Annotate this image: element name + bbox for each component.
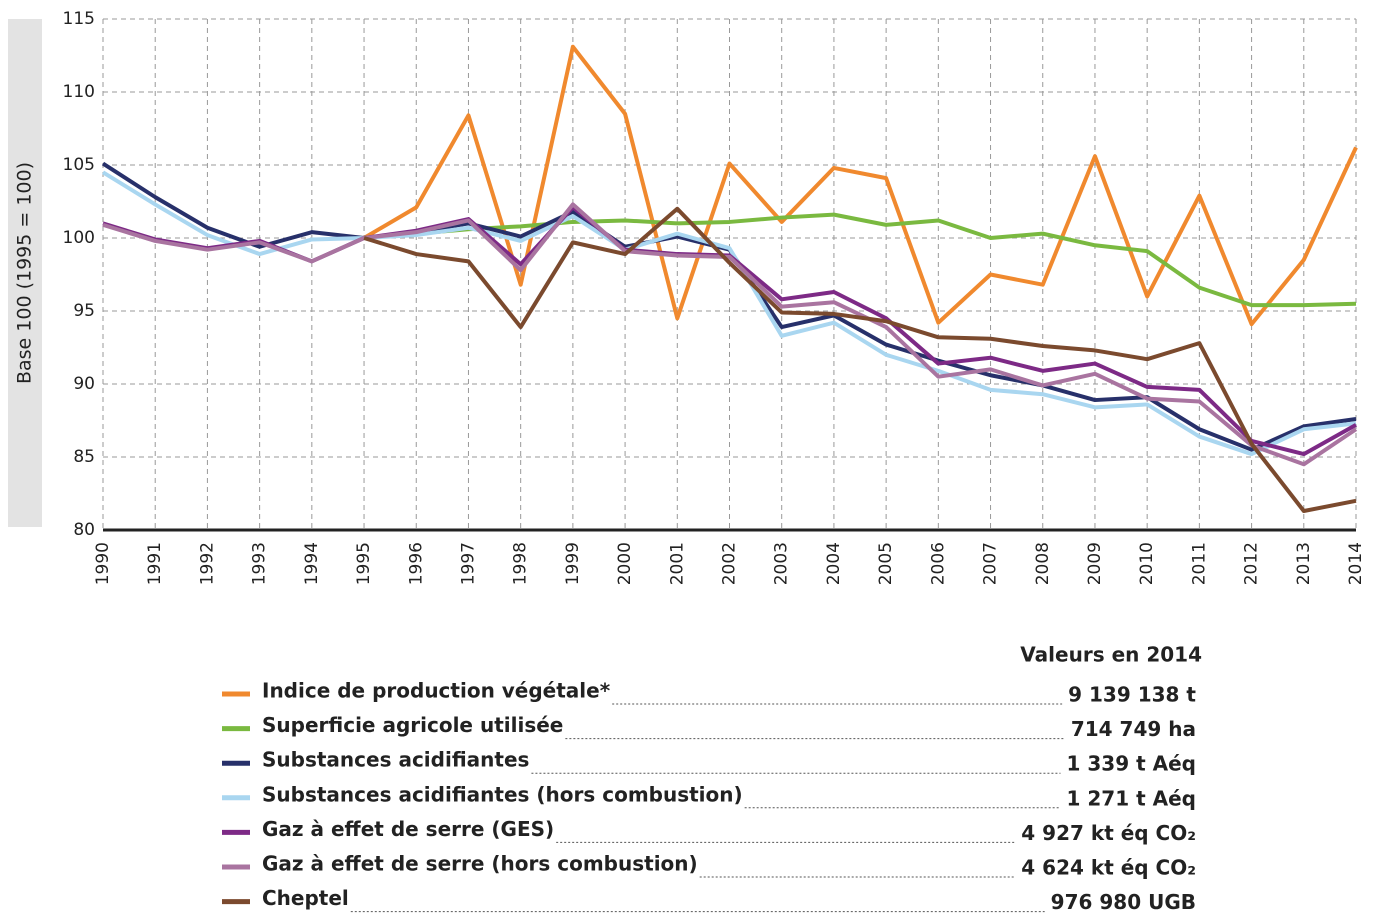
data-line [101,170,1357,457]
data-line [363,44,1358,327]
x-tick-label: 1990 [93,542,113,585]
x-tick-label: 2008 [1033,542,1053,585]
x-tick-label: 1995 [354,542,374,585]
y-tick-label: 85 [73,447,95,467]
y-tick-label: 95 [73,301,95,321]
x-tick-label: 2010 [1137,542,1157,585]
x-tick-label: 1997 [458,542,478,585]
y-tick-label: 105 [63,155,95,175]
x-tick-label: 2011 [1189,542,1209,585]
legend-label: Gaz à effet de serre (GES) [262,817,554,841]
x-tick-label: 1996 [406,542,426,585]
data-line [363,212,1357,308]
legend-value: 714 749 ha [1071,717,1196,741]
x-tick-label: 1999 [563,542,583,585]
y-label-box [8,19,42,527]
x-tick-label: 1991 [145,542,165,585]
x-tick-label: 2009 [1085,542,1105,585]
y-tick-label: 110 [63,82,95,102]
x-tick-label: 2003 [772,542,792,585]
data-line [102,202,1358,467]
legend-title: Valeurs en 2014 [1020,643,1202,667]
y-axis-label: Base 100 (1995 = 100) [14,162,36,384]
y-tick-label: 100 [63,228,95,248]
x-tick-label: 2013 [1294,542,1314,585]
x-tick-label: 2007 [981,542,1001,585]
y-tick-label: 80 [73,520,95,540]
legend-label: Gaz à effet de serre (hors combustion) [262,852,698,876]
legend-value: 976 980 UGB [1051,890,1196,914]
x-tick-label: 2004 [824,542,844,585]
y-tick-label: 115 [63,9,95,29]
legend-value: 4 927 kt éq CO₂ [1021,821,1196,845]
legend-label: Superficie agricole utilisée [262,713,563,737]
x-tick-label: 1998 [511,542,531,585]
x-tick-label: 1993 [250,542,270,585]
x-tick-label: 2005 [876,542,896,585]
legend-value: 1 271 t Aéq [1067,786,1196,810]
legend-value: 4 624 kt éq CO₂ [1021,856,1196,880]
x-tick-label: 1992 [197,542,217,585]
x-tick-label: 1994 [302,542,322,585]
data-line [363,206,1357,514]
x-tick-label: 2012 [1242,542,1262,585]
x-tick-label: 2002 [720,542,740,585]
legend-label: Cheptel [262,886,349,910]
legend-label: Substances acidifiantes [262,748,529,772]
legend-label: Indice de production végétale* [262,679,611,703]
x-tick-label: 2014 [1346,542,1366,585]
legend-value: 9 139 138 t [1068,683,1196,707]
legend-label: Substances acidifiantes (hors combustion… [262,782,743,806]
x-tick-label: 2006 [928,542,948,585]
x-tick-label: 2000 [615,542,635,585]
x-tick-label: 2001 [667,542,687,585]
legend-value: 1 339 t Aéq [1067,752,1196,776]
y-tick-label: 90 [73,374,95,394]
